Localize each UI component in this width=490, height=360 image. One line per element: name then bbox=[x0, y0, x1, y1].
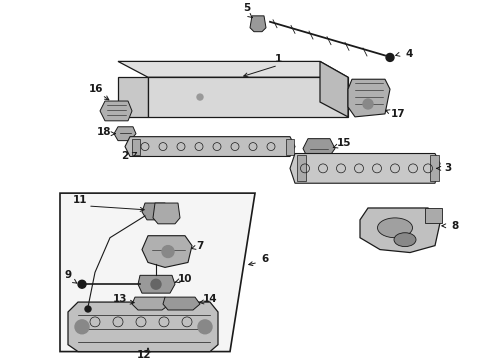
Text: 4: 4 bbox=[405, 49, 413, 59]
Polygon shape bbox=[297, 156, 306, 181]
Text: 3: 3 bbox=[444, 163, 452, 174]
Text: 2: 2 bbox=[122, 152, 128, 162]
Text: 16: 16 bbox=[89, 84, 103, 94]
Polygon shape bbox=[132, 297, 170, 310]
Polygon shape bbox=[250, 16, 266, 32]
Polygon shape bbox=[153, 203, 180, 224]
Polygon shape bbox=[118, 62, 348, 77]
Circle shape bbox=[162, 246, 174, 257]
Circle shape bbox=[75, 320, 89, 334]
Polygon shape bbox=[142, 203, 168, 220]
Text: 17: 17 bbox=[391, 109, 405, 119]
Circle shape bbox=[78, 280, 86, 288]
Polygon shape bbox=[360, 208, 440, 253]
Text: 5: 5 bbox=[244, 3, 250, 13]
Ellipse shape bbox=[394, 233, 416, 247]
Polygon shape bbox=[60, 193, 255, 352]
Polygon shape bbox=[138, 275, 175, 293]
Text: 7: 7 bbox=[196, 240, 204, 251]
Polygon shape bbox=[163, 297, 200, 310]
Polygon shape bbox=[100, 101, 132, 121]
Polygon shape bbox=[114, 127, 136, 141]
Text: 1: 1 bbox=[274, 54, 282, 64]
Text: 10: 10 bbox=[178, 274, 192, 284]
Text: 6: 6 bbox=[261, 255, 269, 265]
Text: 15: 15 bbox=[337, 138, 351, 148]
Text: 13: 13 bbox=[113, 294, 127, 304]
Polygon shape bbox=[142, 236, 192, 267]
Text: 11: 11 bbox=[73, 195, 87, 205]
Polygon shape bbox=[132, 139, 140, 154]
Text: 18: 18 bbox=[97, 127, 111, 137]
Polygon shape bbox=[68, 302, 218, 352]
Circle shape bbox=[386, 54, 394, 62]
Polygon shape bbox=[286, 139, 294, 154]
Text: 12: 12 bbox=[137, 350, 151, 360]
Text: 9: 9 bbox=[65, 270, 72, 280]
Polygon shape bbox=[125, 137, 295, 157]
Polygon shape bbox=[148, 77, 348, 117]
Circle shape bbox=[151, 279, 161, 289]
Polygon shape bbox=[348, 79, 390, 117]
Circle shape bbox=[197, 94, 203, 100]
Ellipse shape bbox=[377, 218, 413, 238]
Polygon shape bbox=[118, 77, 148, 117]
Circle shape bbox=[363, 99, 373, 109]
Polygon shape bbox=[320, 62, 348, 117]
Polygon shape bbox=[430, 156, 439, 181]
Circle shape bbox=[198, 320, 212, 334]
Text: 14: 14 bbox=[203, 294, 217, 304]
Text: 8: 8 bbox=[451, 221, 459, 231]
Polygon shape bbox=[290, 153, 440, 183]
Polygon shape bbox=[425, 208, 442, 223]
Polygon shape bbox=[303, 139, 335, 158]
Circle shape bbox=[85, 306, 91, 312]
